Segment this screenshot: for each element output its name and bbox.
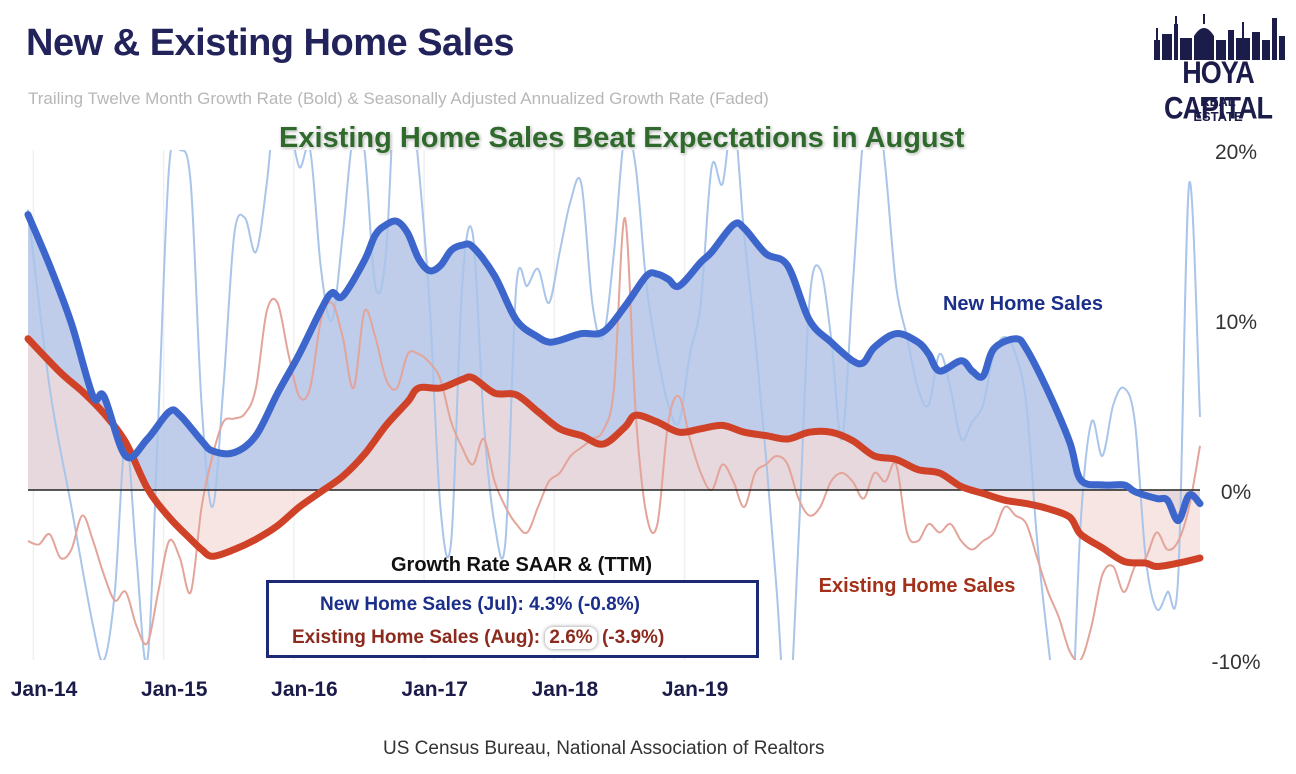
y-tick-label: 0% (1221, 481, 1251, 504)
existing-home-sales-area (28, 338, 1200, 567)
annotation-label: Existing Home Sales (819, 575, 1016, 597)
legend-new-label: New Home Sales (Jul): (320, 594, 524, 615)
existing-home-sales-saar-line (27, 216, 1201, 660)
skyline-icon (1154, 14, 1285, 60)
new-home-sales-saar-line (27, 150, 1201, 660)
y-tick-label: 20% (1215, 141, 1257, 164)
legend-title: Growth Rate SAAR & (TTM) (391, 554, 653, 576)
legend-existing-saar: 2.6% (545, 627, 597, 649)
ttm-area-fills (28, 214, 1200, 567)
x-tick-label: Jan-15 (141, 678, 208, 701)
hoya-capital-logo: HOYA CAPITAL REAL ESTATE (1150, 10, 1286, 126)
annotation-label: New Home Sales (943, 293, 1103, 315)
legend-existing-ttm: (-3.9%) (601, 627, 665, 648)
logo-sub-text: REAL ESTATE (1193, 94, 1243, 124)
x-tick-label: Jan-17 (401, 678, 468, 701)
legend-new-ttm: (-0.8%) (577, 594, 640, 615)
series-annotations: New Home Sales Existing Home Sales (819, 293, 1103, 597)
legend-box (266, 580, 759, 658)
x-tick-label: Jan-19 (662, 678, 729, 701)
ttm-bold-lines (24, 211, 1204, 570)
existing-home-sales-ttm-line (24, 335, 1204, 570)
legend-new-saar: 4.3% (529, 594, 573, 615)
x-tick-label: Jan-14 (11, 678, 78, 701)
y-tick-label: 10% (1215, 311, 1257, 334)
new-home-sales-ttm-line (24, 211, 1204, 525)
data-source: US Census Bureau, National Association o… (383, 738, 825, 759)
y-axis-tick-labels: 20% 10% 0% -10% (1211, 141, 1260, 674)
page-title: New & Existing Home Sales (26, 22, 515, 64)
legend-existing-label: Existing Home Sales (Aug): (292, 627, 541, 648)
legend-existing-home-sales: Existing Home Sales (Aug): 2.6% (-3.9%) (292, 627, 664, 649)
new-home-sales-area (28, 214, 1200, 521)
x-axis-tick-labels: Jan-14 Jan-15 Jan-16 Jan-17 Jan-18 Jan-19 (11, 678, 729, 701)
y-tick-label: -10% (1211, 651, 1260, 674)
x-tick-label: Jan-16 (271, 678, 338, 701)
saar-faded-lines (27, 150, 1201, 660)
chart-headline: Existing Home Sales Beat Expectations in… (279, 122, 965, 154)
chart-subtitle: Trailing Twelve Month Growth Rate (Bold)… (28, 89, 769, 108)
x-tick-label: Jan-18 (532, 678, 599, 701)
legend-new-home-sales: New Home Sales (Jul): 4.3% (-0.8%) (320, 594, 640, 616)
logo-main-text: HOYA CAPITAL (1164, 55, 1273, 126)
